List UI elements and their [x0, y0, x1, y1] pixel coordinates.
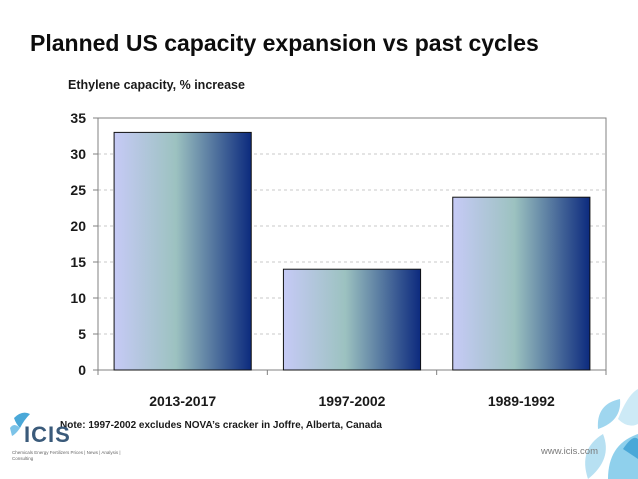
- x-tick-label: 1997-2002: [319, 393, 386, 409]
- y-tick-label: 10: [70, 290, 86, 306]
- y-tick-label: 5: [78, 326, 86, 342]
- y-tick-label: 35: [70, 110, 86, 126]
- corner-petals-decoration-icon: [585, 389, 638, 479]
- footnote: Note: 1997-2002 excludes NOVA’s cracker …: [60, 420, 382, 431]
- y-tick-label: 0: [78, 362, 86, 378]
- chart-title: Planned US capacity expansion vs past cy…: [30, 30, 539, 56]
- icis-logo-icon: [10, 412, 30, 436]
- bars: [113, 131, 591, 371]
- y-tick-label: 25: [70, 182, 86, 198]
- bar-2013-2017: [113, 131, 252, 371]
- x-tick-label: 2013-2017: [149, 393, 216, 409]
- bar-1989-1992: [452, 196, 591, 371]
- x-tick-labels: 2013-2017 1997-2002 1989-1992: [97, 370, 607, 409]
- y-tick-labels: 0 5 10 15 20 25 30 35: [70, 110, 98, 378]
- logo-tagline: Chemicals Energy Fertilizers Prices | Ne…: [12, 450, 121, 461]
- website-link[interactable]: www.icis.com: [540, 446, 598, 457]
- logo-text: ICIS: [24, 422, 71, 447]
- bar-1997-2002: [282, 268, 422, 371]
- y-tick-label: 30: [70, 146, 86, 162]
- y-tick-label: 15: [70, 254, 86, 270]
- x-tick-label: 1989-1992: [488, 393, 555, 409]
- y-axis-label: Ethylene capacity, % increase: [68, 78, 245, 92]
- y-tick-label: 20: [70, 218, 86, 234]
